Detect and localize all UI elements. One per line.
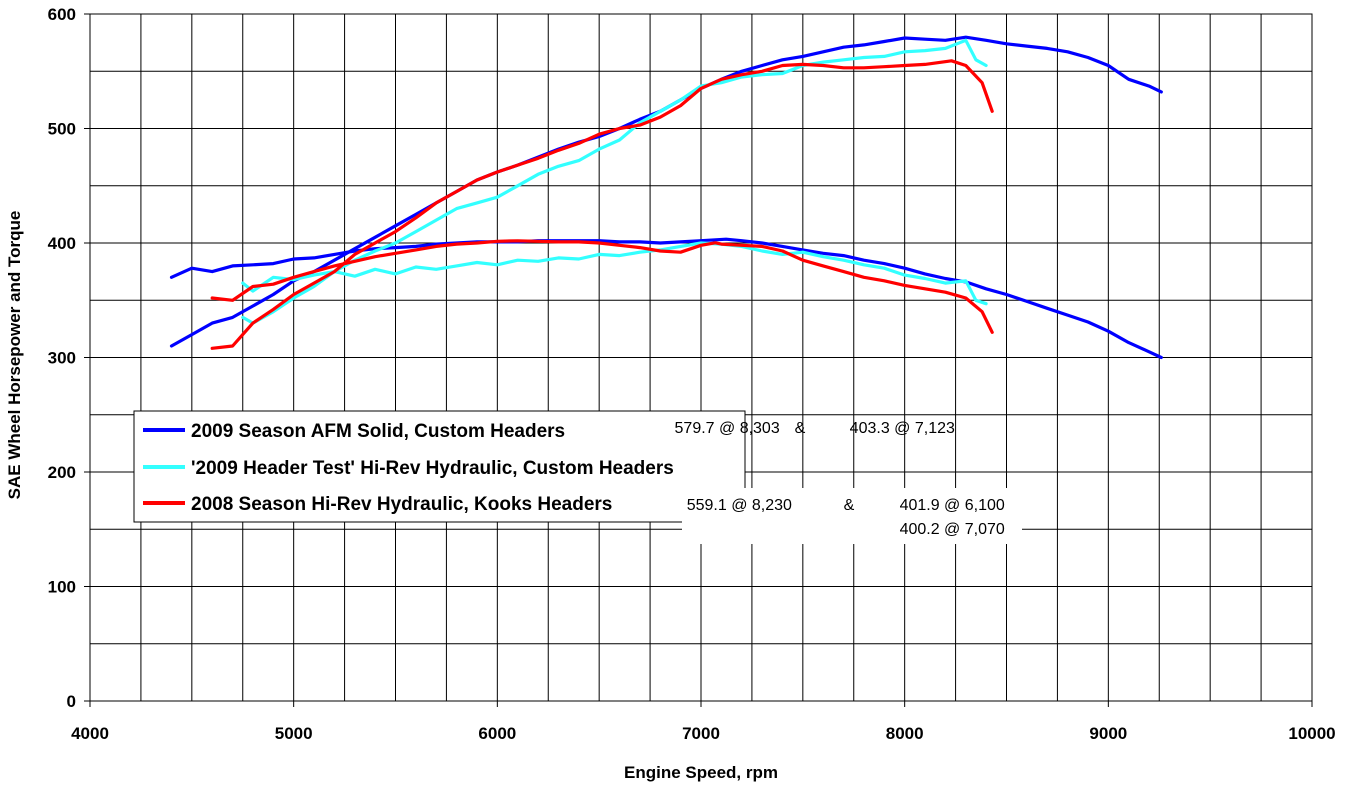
y-tick-label: 200	[48, 463, 76, 482]
y-axis-ticks: 0 100 200 300 400 500 600	[48, 5, 90, 711]
series-line-header-test-hp	[241, 38, 988, 325]
annotation-kooks-ampersand: &	[844, 497, 855, 514]
x-tick-label: 6000	[478, 724, 516, 743]
y-tick-label: 100	[48, 578, 76, 597]
x-tick-label: 4000	[71, 724, 109, 743]
x-tick-label: 10000	[1288, 724, 1335, 743]
annotation-kooks-hp-peak: 559.1 @ 8,230	[687, 497, 792, 514]
series-line-header-test-torque	[241, 241, 988, 306]
annotation-afm-ampersand: &	[795, 420, 806, 437]
y-tick-label: 300	[48, 349, 76, 368]
x-tick-label: 8000	[886, 724, 924, 743]
legend-label-header-test: '2009 Header Test' Hi-Rev Hydraulic, Cus…	[191, 458, 674, 479]
annotation-afm-hp-peak: 579.7 @ 8,303	[675, 420, 780, 437]
y-tick-label: 0	[67, 692, 76, 711]
peak-annotations: 579.7 @ 8,303 & 403.3 @ 7,123 559.1 @ 8,…	[675, 420, 1005, 538]
y-tick-label: 500	[48, 120, 76, 139]
annotation-afm-torque-peak: 403.3 @ 7,123	[850, 420, 955, 437]
x-tick-label: 9000	[1089, 724, 1127, 743]
series-line-kooks-hp	[210, 59, 994, 350]
series-line-kooks-torque	[210, 239, 994, 334]
annotation-backdrop	[682, 488, 1022, 544]
x-tick-label: 7000	[682, 724, 720, 743]
series-line-afm-solid-torque	[169, 237, 1163, 360]
annotation-kooks-torque-peak-2: 400.2 @ 7,070	[900, 521, 1005, 538]
legend-box	[133, 410, 746, 523]
legend-label-afm-solid: 2009 Season AFM Solid, Custom Headers	[191, 421, 565, 442]
x-axis-title: Engine Speed, rpm	[624, 763, 778, 782]
legend-label-kooks: 2008 Season Hi-Rev Hydraulic, Kooks Head…	[191, 494, 612, 515]
legend: 2009 Season AFM Solid, Custom Headers '2…	[133, 410, 1022, 544]
annotation-kooks-torque-peak-1: 401.9 @ 6,100	[900, 497, 1005, 514]
x-axis-ticks: 4000 5000 6000 7000 8000 9000 10000	[71, 701, 1336, 743]
series-lines	[169, 35, 1163, 360]
y-tick-label: 400	[48, 234, 76, 253]
x-tick-label: 5000	[275, 724, 313, 743]
y-tick-label: 600	[48, 5, 76, 24]
y-axis-title: SAE Wheel Horsepower and Torque	[5, 211, 24, 500]
